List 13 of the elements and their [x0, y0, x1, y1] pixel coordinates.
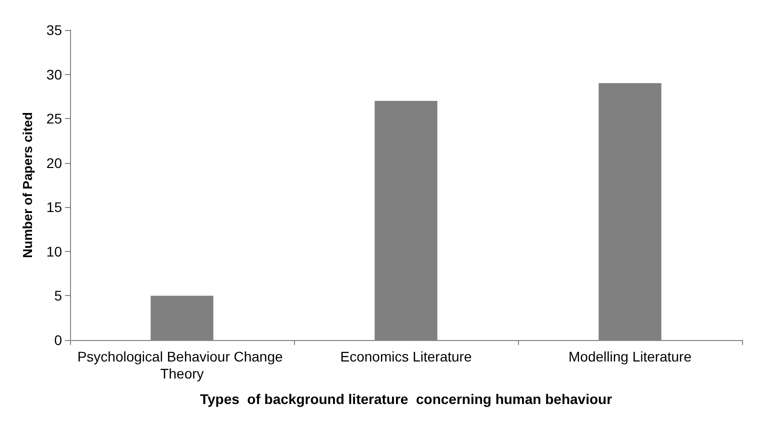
y-tick-label: 20: [46, 154, 62, 171]
y-tick-label: 10: [46, 243, 62, 260]
y-axis-title: Number of Papers cited: [20, 112, 35, 258]
y-tick-label: 5: [54, 288, 62, 304]
x-tick-label: Modelling Literature: [568, 348, 692, 364]
y-tick-label: 15: [46, 199, 62, 216]
x-tick-label: Economics Literature: [340, 348, 472, 364]
x-tick-label: Psychological Behaviour Change Theory: [77, 348, 287, 382]
y-tick-label: 30: [46, 66, 62, 82]
x-axis-title: Types of background literature concerning human behaviour: [200, 391, 613, 407]
y-tick-label: 0: [54, 332, 62, 348]
y-tick-label: 25: [46, 110, 62, 127]
y-tick-label: 35: [46, 22, 62, 38]
